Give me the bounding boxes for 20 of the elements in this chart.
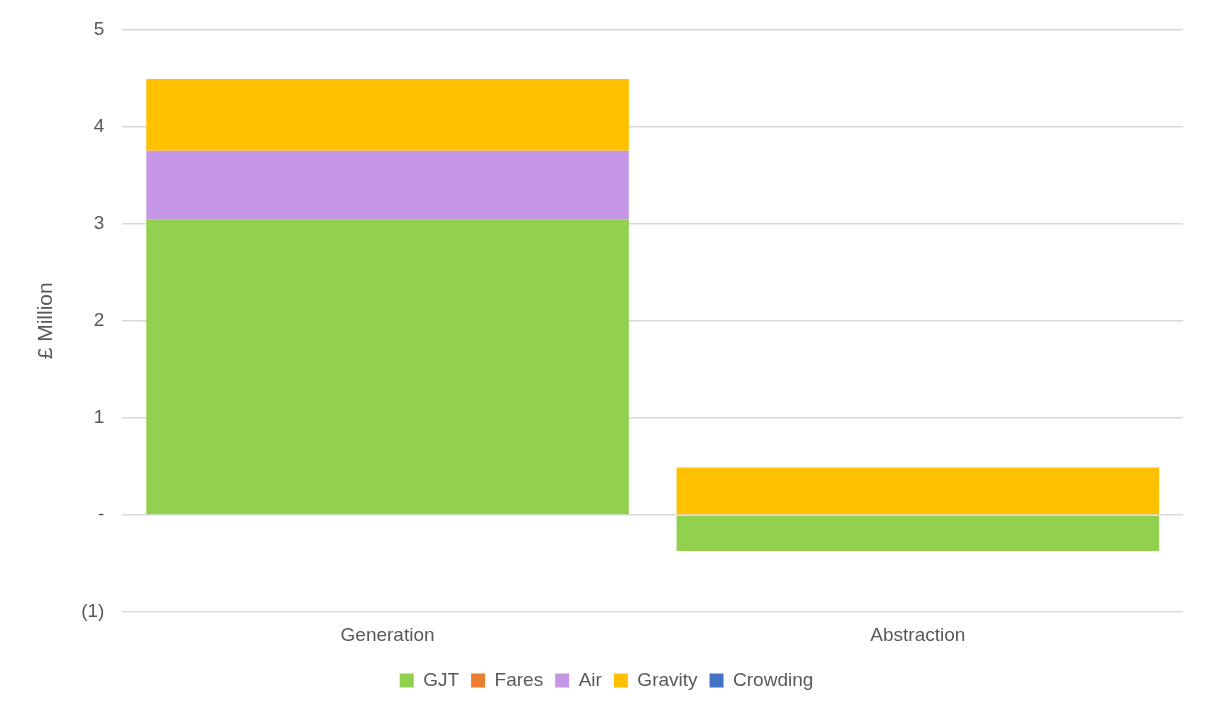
bar [676,467,1160,515]
bar [676,515,1160,552]
y-tick-label: - [98,503,105,525]
bar [146,78,629,151]
bar [146,219,629,515]
x-tick-label: Generation [340,623,435,645]
y-tick-label: 4 [93,114,105,136]
x-tick-label: Abstraction [870,623,966,645]
y-tick-label: 5 [93,17,105,39]
legend-label: Crowding [733,668,814,690]
legend-label: Gravity [637,668,699,690]
y-tick-label: (1) [81,600,105,622]
legend-label: Fares [494,668,544,690]
y-tick-label: 2 [93,309,105,331]
y-tick-label: 1 [93,406,105,428]
bar [146,150,629,220]
y-tick-label: 3 [93,211,105,233]
y-axis-title: £ Million [33,282,57,360]
legend-label: GJT [423,668,460,690]
legend-label: Air [578,668,603,690]
